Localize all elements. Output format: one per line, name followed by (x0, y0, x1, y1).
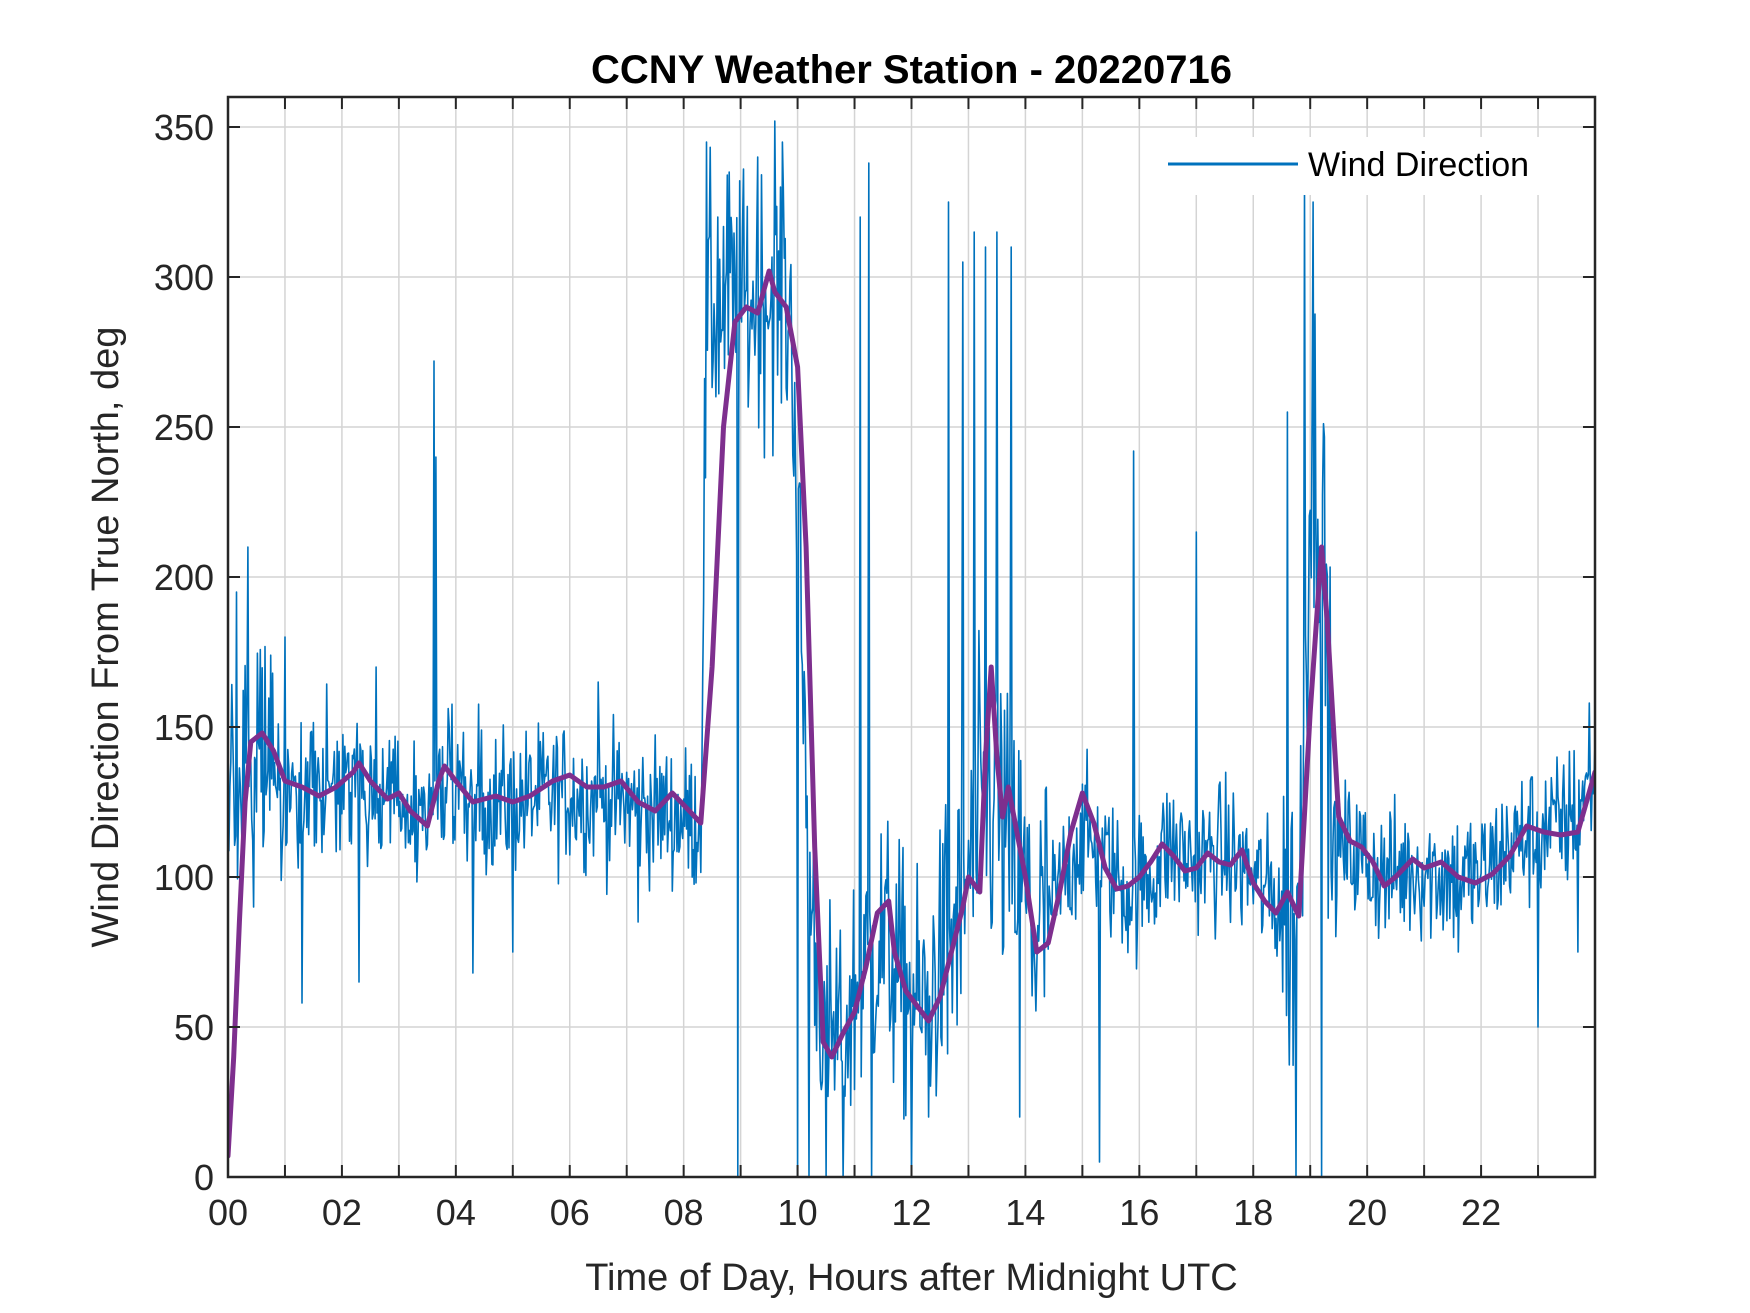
x-tick-label: 18 (1233, 1192, 1273, 1233)
x-tick-label: 20 (1347, 1192, 1387, 1233)
legend-box (1160, 137, 1560, 195)
x-tick-label: 22 (1461, 1192, 1501, 1233)
chart-title: CCNY Weather Station - 20220716 (591, 48, 1232, 92)
y-tick-label: 350 (154, 107, 214, 148)
legend-label-wind-direction: Wind Direction (1308, 146, 1529, 184)
y-tick-label: 250 (154, 407, 214, 448)
y-tick-label: 150 (154, 707, 214, 748)
series-line-wind-direction (228, 120, 1595, 1177)
x-tick-label: 08 (664, 1192, 704, 1233)
y-tick-label: 100 (154, 857, 214, 898)
y-tick-labels: 0 50 100 150 200 250 300 350 (154, 107, 214, 1198)
x-tick-label: 14 (1005, 1192, 1045, 1233)
y-tick-label: 300 (154, 257, 214, 298)
y-tick-label: 200 (154, 557, 214, 598)
series-line-smoothed-trend (228, 268, 1595, 1159)
y-tick-label: 0 (194, 1157, 214, 1198)
x-tick-label: 16 (1119, 1192, 1159, 1233)
x-tick-label: 10 (778, 1192, 818, 1233)
x-tick-label: 02 (322, 1192, 362, 1233)
x-tick-labels: 00 02 04 06 08 10 12 14 16 18 20 22 (208, 1192, 1501, 1233)
x-tick-label: 00 (208, 1192, 248, 1233)
x-tick-label: 06 (550, 1192, 590, 1233)
y-axis-label: Wind Direction From True North, deg (85, 327, 127, 948)
y-tick-label: 50 (174, 1007, 214, 1048)
legend: Wind Direction (1160, 137, 1560, 195)
axis-ticks (228, 97, 1595, 1178)
x-tick-label: 04 (436, 1192, 476, 1233)
x-axis-label: Time of Day, Hours after Midnight UTC (585, 1257, 1238, 1299)
x-tick-label: 12 (891, 1192, 931, 1233)
series-layer (228, 120, 1595, 1177)
